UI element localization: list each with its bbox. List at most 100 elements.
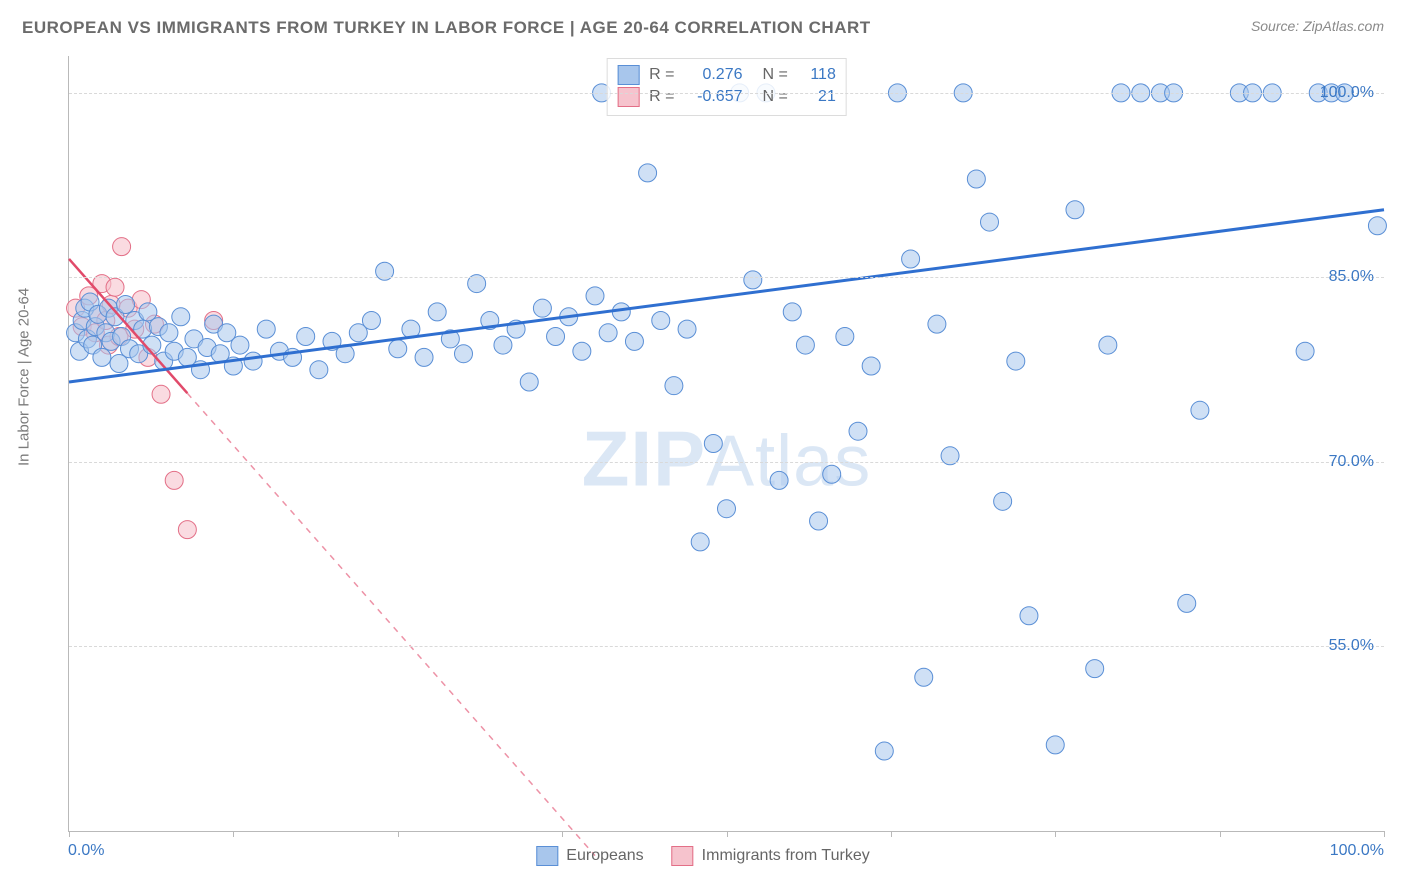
blue-point (823, 465, 841, 483)
pink-point (165, 471, 183, 489)
blue-point (836, 327, 854, 345)
legend-item: Immigrants from Turkey (672, 846, 870, 866)
y-tick-label: 100.0% (1320, 84, 1374, 102)
blue-point (1368, 217, 1386, 235)
blue-point (494, 336, 512, 354)
blue-point (573, 342, 591, 360)
legend-swatch (617, 65, 639, 85)
gridline-h (69, 93, 1384, 94)
blue-point (639, 164, 657, 182)
blue-point (1191, 401, 1209, 419)
blue-point (362, 311, 380, 329)
correlation-legend: R =0.276N =118R =-0.657N =21 (606, 58, 847, 116)
x-tick (1384, 831, 1385, 837)
blue-point (520, 373, 538, 391)
blue-point (231, 336, 249, 354)
blue-point (981, 213, 999, 231)
blue-point (902, 250, 920, 268)
blue-point (1296, 342, 1314, 360)
blue-point (389, 340, 407, 358)
blue-point (967, 170, 985, 188)
blue-point (586, 287, 604, 305)
scatter-svg (69, 56, 1384, 831)
blue-point (117, 295, 135, 313)
gridline-h (69, 277, 1384, 278)
blue-point (415, 348, 433, 366)
legend-corr-row: R =0.276N =118 (617, 65, 836, 85)
blue-point (796, 336, 814, 354)
y-tick-label: 85.0% (1329, 268, 1374, 286)
x-tick (727, 831, 728, 837)
blue-point (599, 324, 617, 342)
blue-point (160, 324, 178, 342)
blue-point (652, 311, 670, 329)
legend-label: Immigrants from Turkey (702, 847, 870, 865)
blue-point (862, 357, 880, 375)
blue-point (691, 533, 709, 551)
blue-point (625, 332, 643, 350)
blue-point (994, 492, 1012, 510)
blue-point (704, 435, 722, 453)
y-tick-label: 70.0% (1329, 453, 1374, 471)
x-max-label: 100.0% (1330, 842, 1384, 860)
legend-n-value: 21 (798, 88, 836, 106)
blue-point (915, 668, 933, 686)
x-tick (562, 831, 563, 837)
source-link[interactable]: ZipAtlas.com (1303, 18, 1384, 34)
blue-point (455, 345, 473, 363)
blue-point (547, 327, 565, 345)
x-tick (69, 831, 70, 837)
series-legend: Europeans Immigrants from Turkey (536, 846, 869, 866)
blue-point (533, 299, 551, 317)
plot-region: ZIPAtlas R =0.276N =118R =-0.657N =21 55… (68, 56, 1384, 832)
blue-point (678, 320, 696, 338)
blue-point (297, 327, 315, 345)
legend-r-value: -0.657 (685, 88, 743, 106)
blue-point (928, 315, 946, 333)
y-tick-label: 55.0% (1329, 637, 1374, 655)
pink-point (152, 385, 170, 403)
blue-point (744, 271, 762, 289)
legend-r-label: R = (649, 66, 674, 84)
chart-area: In Labor Force | Age 20-64 ZIPAtlas R =0… (22, 56, 1384, 876)
blue-point (244, 352, 262, 370)
x-tick (398, 831, 399, 837)
blue-point (1086, 660, 1104, 678)
blue-point (1007, 352, 1025, 370)
blue-point (1099, 336, 1117, 354)
pink-point (113, 238, 131, 256)
y-axis-label: In Labor Force | Age 20-64 (16, 288, 33, 466)
x-tick (1220, 831, 1221, 837)
blue-point (875, 742, 893, 760)
legend-swatch (536, 846, 558, 866)
legend-n-value: 118 (798, 66, 836, 84)
legend-label: Europeans (566, 847, 643, 865)
source-credit: Source: ZipAtlas.com (1251, 18, 1384, 34)
blue-point (1046, 736, 1064, 754)
blue-point (718, 500, 736, 518)
blue-point (428, 303, 446, 321)
legend-swatch (617, 87, 639, 107)
pink-point (178, 521, 196, 539)
blue-point (665, 377, 683, 395)
x-tick (1055, 831, 1056, 837)
blue-point (849, 422, 867, 440)
blue-point (810, 512, 828, 530)
blue-point (783, 303, 801, 321)
x-tick (891, 831, 892, 837)
pink-point (106, 278, 124, 296)
legend-item: Europeans (536, 846, 643, 866)
blue-point (770, 471, 788, 489)
chart-title: EUROPEAN VS IMMIGRANTS FROM TURKEY IN LA… (22, 18, 871, 38)
blue-trend (69, 210, 1384, 382)
gridline-h (69, 462, 1384, 463)
blue-point (257, 320, 275, 338)
legend-n-label: N = (763, 88, 788, 106)
legend-swatch (672, 846, 694, 866)
legend-corr-row: R = -0.657 N = 21 (617, 87, 836, 107)
blue-point (310, 361, 328, 379)
legend-r-label: R = (649, 88, 674, 106)
blue-point (93, 348, 111, 366)
source-label: Source: (1251, 18, 1303, 34)
legend-n-label: N = (763, 66, 788, 84)
